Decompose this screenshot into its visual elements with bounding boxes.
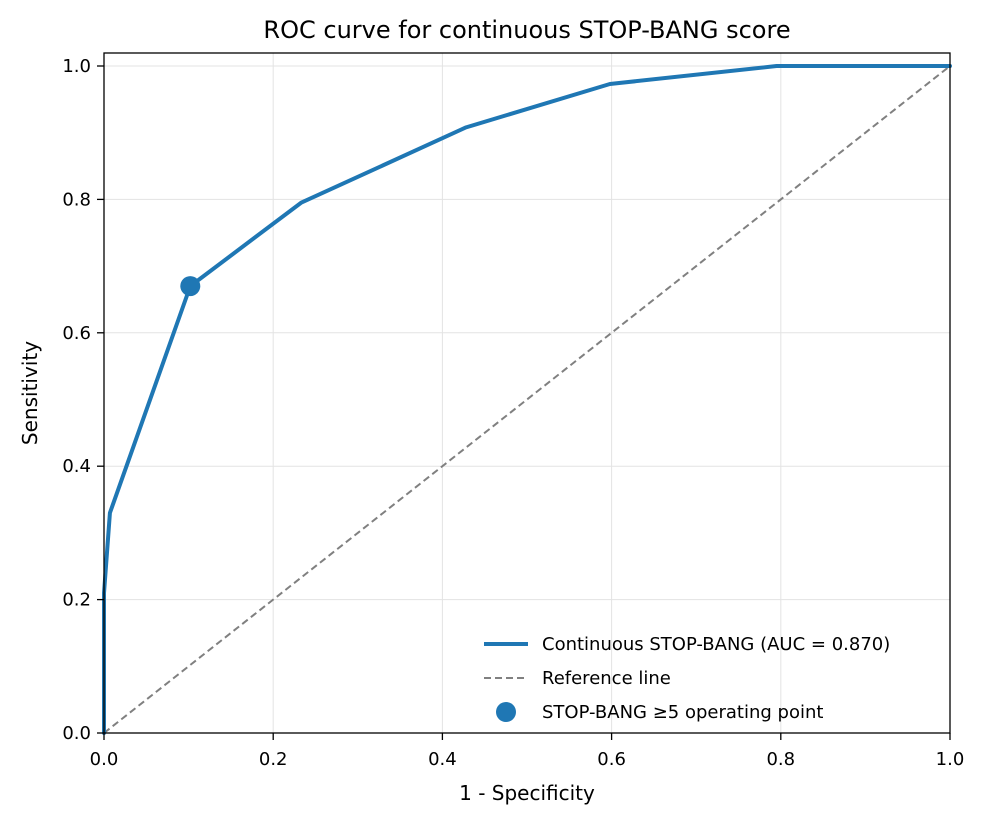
grid-lines: [103, 53, 951, 734]
y-tick-label: 1.0: [62, 56, 91, 77]
y-tick-label: 0.0: [62, 723, 91, 744]
x-tick-label: 0.6: [597, 749, 626, 770]
legend-label: Reference line: [542, 668, 671, 689]
axes: 0.0 0.2 0.4 0.6 0.8 1.0 0.0 0.2 0.4 0.6 0.8 1.0: [62, 56, 964, 770]
y-tick-label: 0.8: [62, 189, 91, 210]
y-tick-label: 0.6: [62, 323, 91, 344]
y-tick-label: 0.4: [62, 456, 91, 477]
plot-frame: [103, 52, 951, 734]
x-tick-label: 0.4: [428, 749, 457, 770]
x-tick-label: 1.0: [936, 749, 965, 770]
reference-line: [103, 65, 951, 734]
y-axis-label: Sensitivity: [18, 341, 42, 445]
y-tick-label: 0.2: [62, 590, 91, 611]
legend-label: Continuous STOP-BANG (AUC = 0.870): [542, 634, 890, 655]
legend: Continuous STOP-BANG (AUC = 0.870) Refere…: [484, 634, 890, 723]
x-tick-label: 0.0: [90, 749, 119, 770]
x-tick-label: 0.8: [766, 749, 795, 770]
series-layer: [102, 64, 952, 735]
legend-label: STOP-BANG ≥5 operating point: [542, 702, 823, 723]
legend-marker-operating-point: [496, 702, 516, 722]
chart-title: ROC curve for continuous STOP-BANG score: [263, 16, 790, 44]
operating-point-marker: [180, 276, 201, 297]
x-axis-label: 1 - Specificity: [459, 781, 595, 805]
x-tick-label: 0.2: [259, 749, 288, 770]
roc-curve-line: [102, 64, 952, 735]
